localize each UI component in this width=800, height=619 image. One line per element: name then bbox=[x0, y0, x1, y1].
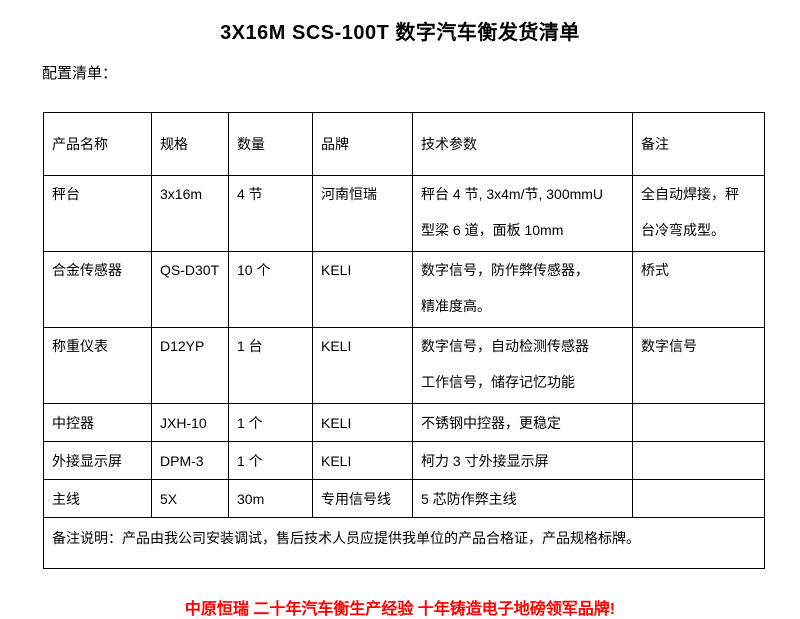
cell-remark bbox=[632, 441, 765, 480]
cell-quantity: 1 个 bbox=[228, 441, 313, 480]
cell-tech-params: 不锈钢中控器，更稳定 bbox=[412, 403, 633, 442]
cell-spec: DPM-3 bbox=[151, 441, 229, 480]
cell-product-name: 中控器 bbox=[43, 403, 152, 442]
config-table: 产品名称 规格 数量 品牌 技术参数 备注 秤台 3x16m 4 节 河南恒瑞 … bbox=[43, 112, 765, 569]
table-header-row: 产品名称 规格 数量 品牌 技术参数 备注 bbox=[43, 112, 765, 176]
cell-brand: KELI bbox=[312, 327, 413, 404]
header-brand: 品牌 bbox=[312, 112, 413, 176]
cell-remark bbox=[632, 403, 765, 442]
cell-product-name: 合金传感器 bbox=[43, 251, 152, 328]
cell-spec: QS-D30T bbox=[151, 251, 229, 328]
cell-brand: KELI bbox=[312, 251, 413, 328]
cell-remark: 桥式 bbox=[632, 251, 765, 328]
table-row: 秤台 3x16m 4 节 河南恒瑞 秤台 4 节, 3x4m/节, 300mmU… bbox=[43, 175, 765, 252]
cell-product-name: 主线 bbox=[43, 479, 152, 518]
cell-tech-params: 秤台 4 节, 3x4m/节, 300mmU 型梁 6 道，面板 10mm bbox=[412, 175, 633, 252]
cell-quantity: 4 节 bbox=[228, 175, 313, 252]
header-remark: 备注 bbox=[632, 112, 765, 176]
cell-remark: 全自动焊接，秤 台冷弯成型。 bbox=[632, 175, 765, 252]
brand-slogan: 中原恒瑞 二十年汽车衡生产经验 十年铸造电子地磅领军品牌! bbox=[184, 601, 616, 618]
cell-tech-params: 数字信号，自动检测传感器 工作信号，储存记忆功能 bbox=[412, 327, 633, 404]
header-spec: 规格 bbox=[151, 112, 229, 176]
cell-brand: KELI bbox=[312, 403, 413, 442]
header-product-name: 产品名称 bbox=[43, 112, 152, 176]
table-row: 中控器 JXH-10 1 个 KELI 不锈钢中控器，更稳定 bbox=[43, 403, 765, 442]
cell-tech-params: 5 芯防作弊主线 bbox=[412, 479, 633, 518]
cell-product-name: 秤台 bbox=[43, 175, 152, 252]
table-row: 合金传感器 QS-D30T 10 个 KELI 数字信号，防作弊传感器， 精准度… bbox=[43, 251, 765, 328]
config-list-label: 配置清单： bbox=[42, 65, 118, 82]
cell-brand: KELI bbox=[312, 441, 413, 480]
cell-product-name: 外接显示屏 bbox=[43, 441, 152, 480]
cell-spec: 5X bbox=[151, 479, 229, 518]
cell-spec: D12YP bbox=[151, 327, 229, 404]
cell-brand: 河南恒瑞 bbox=[312, 175, 413, 252]
cell-spec: JXH-10 bbox=[151, 403, 229, 442]
table-row: 外接显示屏 DPM-3 1 个 KELI 柯力 3 寸外接显示屏 bbox=[43, 441, 765, 480]
cell-remark: 数字信号 bbox=[632, 327, 765, 404]
header-tech-params: 技术参数 bbox=[412, 112, 633, 176]
cell-brand: 专用信号线 bbox=[312, 479, 413, 518]
cell-product-name: 称重仪表 bbox=[43, 327, 152, 404]
cell-tech-params: 柯力 3 寸外接显示屏 bbox=[412, 441, 633, 480]
cell-tech-params: 数字信号，防作弊传感器， 精准度高。 bbox=[412, 251, 633, 328]
table-row: 称重仪表 D12YP 1 台 KELI 数字信号，自动检测传感器 工作信号，储存… bbox=[43, 327, 765, 404]
table-row: 主线 5X 30m 专用信号线 5 芯防作弊主线 bbox=[43, 479, 765, 518]
cell-quantity: 1 个 bbox=[228, 403, 313, 442]
table-note-row: 备注说明：产品由我公司安装调试，售后技术人员应提供我单位的产品合格证，产品规格标… bbox=[43, 517, 765, 569]
cell-quantity: 1 台 bbox=[228, 327, 313, 404]
cell-remark bbox=[632, 479, 765, 518]
footer-note: 备注说明：产品由我公司安装调试，售后技术人员应提供我单位的产品合格证，产品规格标… bbox=[43, 517, 765, 569]
cell-quantity: 10 个 bbox=[228, 251, 313, 328]
cell-spec: 3x16m bbox=[151, 175, 229, 252]
page-title: 3X16M SCS-100T 数字汽车衡发货清单 bbox=[220, 22, 580, 44]
header-quantity: 数量 bbox=[228, 112, 313, 176]
cell-quantity: 30m bbox=[228, 479, 313, 518]
